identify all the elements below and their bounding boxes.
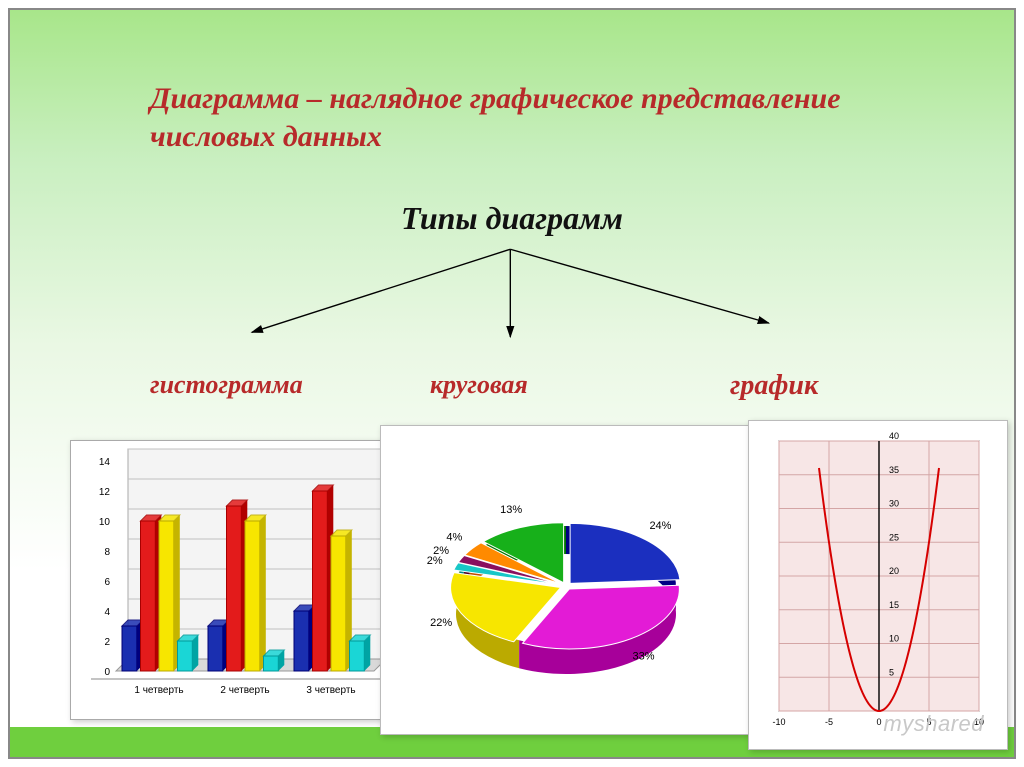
svg-text:35: 35 [889,465,899,475]
svg-text:2%: 2% [433,545,449,557]
svg-text:1 четверть: 1 четверть [134,685,183,696]
svg-text:10: 10 [99,517,111,528]
svg-text:2: 2 [104,637,110,648]
svg-text:15: 15 [889,600,899,610]
svg-text:-10: -10 [772,717,785,727]
svg-text:22%: 22% [430,617,452,629]
svg-text:13%: 13% [500,504,522,516]
label-histogram: гистограмма [150,370,303,400]
svg-text:30: 30 [889,499,899,509]
svg-text:14: 14 [99,457,111,468]
svg-text:20: 20 [889,566,899,576]
pie-chart-panel: 24%33%22%2%2%4%13% [380,425,750,735]
svg-text:5: 5 [889,667,894,677]
page-subtitle: Типы диаграмм [10,200,1014,237]
watermark: myshared [883,711,984,737]
svg-text:8: 8 [104,547,110,558]
svg-text:10: 10 [889,634,899,644]
page-title: Диаграмма – наглядное графическое предст… [150,80,934,155]
slide-frame: Диаграмма – наглядное графическое предст… [8,8,1016,759]
line-chart-panel: -10-50510510152025303540 [748,420,1008,750]
svg-text:25: 25 [889,532,899,542]
svg-text:2 четверть: 2 четверть [220,685,269,696]
label-pie: круговая [430,370,528,400]
arrows-svg [10,240,1018,360]
line-chart-svg: -10-50510510152025303540 [749,421,1009,751]
svg-text:-5: -5 [825,717,833,727]
label-line: график [730,370,818,402]
svg-text:33%: 33% [633,650,655,662]
svg-text:0: 0 [104,667,110,678]
svg-text:40: 40 [889,431,899,441]
svg-text:24%: 24% [649,520,671,532]
svg-text:0: 0 [876,717,881,727]
svg-text:12: 12 [99,487,111,498]
bar-chart-svg: 0 2 4 6 8 10 12 14 1 четверть 2 четверть 3 четверт… [71,441,401,721]
svg-text:4%: 4% [446,532,462,544]
svg-text:4: 4 [104,607,110,618]
pie-chart-svg: 24%33%22%2%2%4%13% [381,426,751,736]
svg-text:3 четверть: 3 четверть [306,685,355,696]
bar-chart-panel: 0 2 4 6 8 10 12 14 1 четверть 2 четверть 3 четверт… [70,440,400,720]
svg-text:6: 6 [104,577,110,588]
